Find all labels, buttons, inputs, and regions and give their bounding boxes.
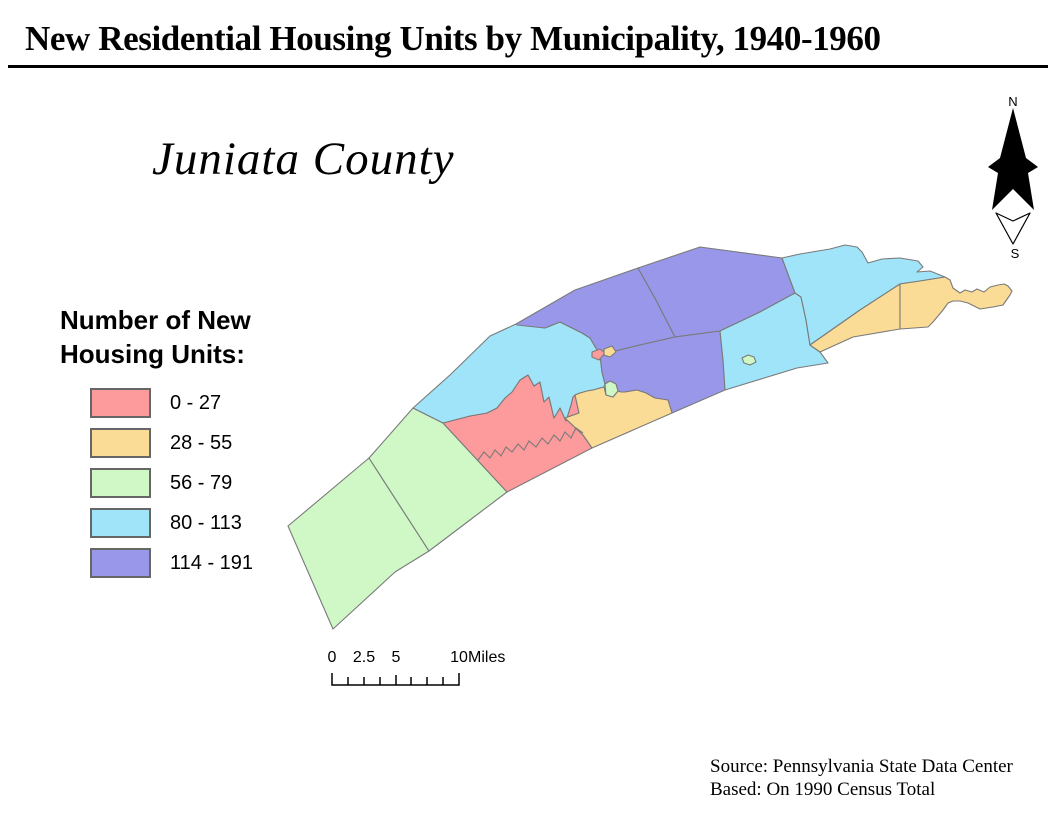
legend-swatch: [90, 468, 151, 498]
north-arrow-n-label: N: [1008, 94, 1018, 109]
legend: 0 - 27 28 - 55 56 - 79 80 - 113 114 - 191: [90, 388, 253, 588]
legend-item: 28 - 55: [90, 428, 253, 458]
legend-class-label: 0 - 27: [170, 391, 222, 414]
township-cyan-northeast: [781, 244, 946, 346]
legend-title: Number of New Housing Units:: [60, 303, 251, 371]
legend-title-line2: Housing Units:: [60, 339, 245, 369]
legend-class-label: 28 - 55: [170, 431, 233, 454]
legend-item: 56 - 79: [90, 468, 253, 498]
scale-ruler-icon: [331, 673, 460, 686]
scale-unit-label: Miles: [468, 649, 506, 666]
township-orange-east: [809, 283, 901, 353]
legend-class-label: 114 - 191: [170, 551, 254, 574]
township-purple-north: [637, 246, 796, 338]
map-regions: [287, 244, 1013, 630]
creek-boundary-line: [477, 427, 584, 461]
township-green-east: [368, 407, 508, 552]
north-arrow-icon: [988, 108, 1038, 245]
township-green-west: [287, 457, 430, 630]
legend-swatch: [90, 508, 151, 538]
legend-swatch: [90, 428, 151, 458]
legend-item: 114 - 191: [90, 548, 253, 578]
township-red-central: [442, 374, 593, 493]
legend-swatch: [90, 388, 151, 418]
borough-orange-small: [603, 345, 617, 358]
map-title: Juniata County: [152, 133, 455, 185]
borough-red-small: [591, 348, 606, 361]
township-purple-northwest: [515, 267, 676, 356]
title-underline: New Residential Housing Units by Municip…: [8, 20, 1048, 68]
source-note: Source: Pennsylvania State Data Center B…: [710, 755, 1013, 801]
source-line1: Source: Pennsylvania State Data Center: [710, 756, 1013, 777]
legend-item: 0 - 27: [90, 388, 253, 418]
page-title: New Residential Housing Units by Municip…: [25, 19, 881, 58]
scale-tick-label: 5: [391, 649, 401, 666]
borough-green-east: [741, 354, 757, 366]
legend-title-line1: Number of New: [60, 305, 251, 335]
legend-swatch: [90, 548, 151, 578]
township-orange-central: [564, 386, 673, 449]
legend-item: 80 - 113: [90, 508, 253, 538]
borough-green-central: [604, 380, 619, 398]
township-cyan-east: [719, 292, 829, 391]
source-line2: Based: On 1990 Census Total: [710, 779, 936, 800]
legend-class-label: 80 - 113: [170, 511, 242, 534]
scale-tick-label: 0: [327, 649, 337, 666]
township-orange-fartail: [899, 276, 1013, 330]
township-cyan-west: [412, 321, 606, 424]
township-purple-south: [599, 330, 726, 414]
north-arrow-s-label: S: [1010, 246, 1020, 261]
scale-tick-label: 10: [450, 649, 468, 666]
scale-tick-label: 2.5: [352, 649, 376, 666]
legend-class-label: 56 - 79: [170, 471, 233, 494]
